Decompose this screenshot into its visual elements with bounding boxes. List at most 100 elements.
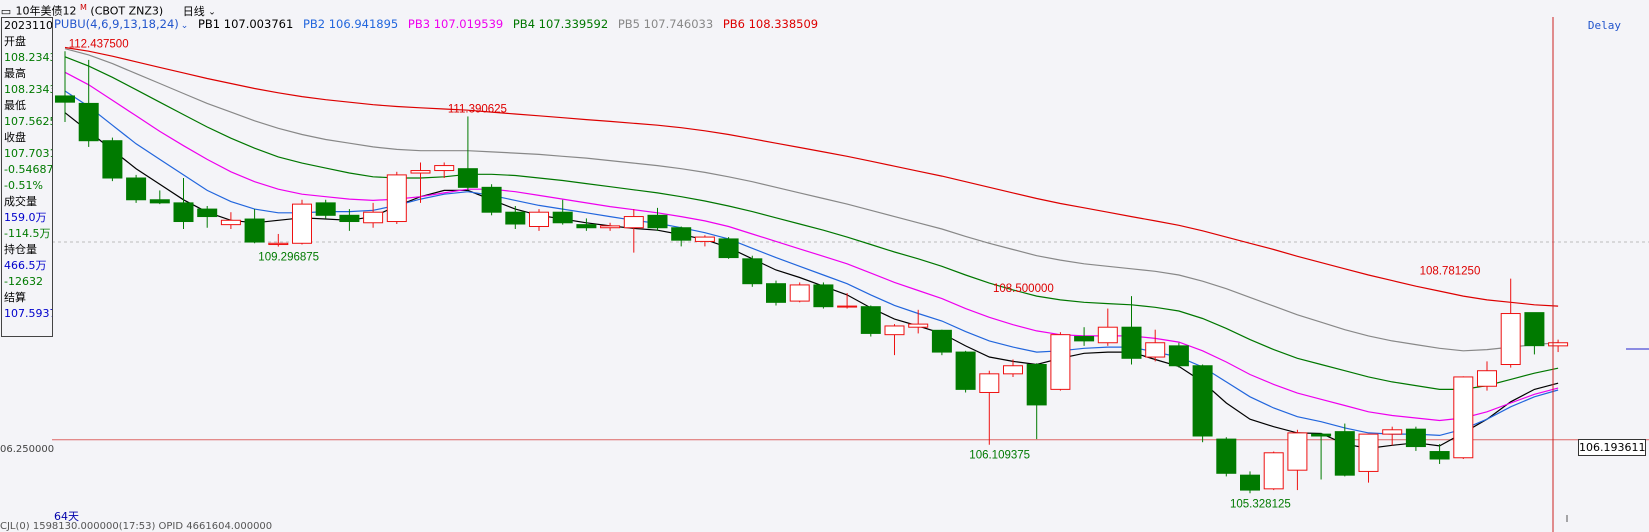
candle-body bbox=[434, 165, 455, 172]
candle-body bbox=[292, 203, 312, 244]
candle-body bbox=[884, 325, 905, 336]
candle-body bbox=[1216, 438, 1237, 474]
quote-info-panel: 20231106 开盘 108.2343 最高 108.2343 最低 107.… bbox=[1, 17, 53, 337]
candle-body bbox=[742, 258, 763, 285]
candle bbox=[1311, 432, 1332, 480]
candles bbox=[55, 51, 1569, 494]
candle-body bbox=[813, 284, 834, 308]
candle bbox=[742, 255, 763, 287]
candle bbox=[339, 209, 360, 231]
candle-body bbox=[1429, 451, 1450, 460]
candle-body bbox=[1382, 429, 1403, 435]
info-close: 107.7031 bbox=[4, 147, 53, 160]
candle-body bbox=[1263, 452, 1284, 490]
candle bbox=[552, 199, 573, 225]
candle bbox=[1429, 444, 1450, 464]
series-line-pb5 bbox=[64, 48, 1559, 352]
candle-body bbox=[718, 238, 739, 259]
candle bbox=[860, 305, 881, 337]
candle-body bbox=[1334, 431, 1355, 476]
market-flag-icon: M bbox=[80, 3, 87, 12]
candle-body bbox=[1524, 312, 1545, 347]
candle bbox=[1145, 329, 1166, 362]
series-line-pb4 bbox=[64, 56, 1559, 390]
candle-body bbox=[576, 224, 597, 229]
candle-body bbox=[1358, 433, 1379, 472]
chevron-down-icon[interactable]: ⌄ bbox=[180, 21, 189, 31]
candle bbox=[244, 209, 265, 244]
candle bbox=[386, 171, 407, 225]
chevron-down-icon[interactable]: ⌄ bbox=[208, 7, 216, 18]
candle bbox=[1548, 339, 1569, 353]
candle-body bbox=[1287, 432, 1308, 471]
candle-body bbox=[102, 140, 123, 179]
candle-body bbox=[694, 236, 715, 242]
candle bbox=[1524, 312, 1545, 355]
legend-pb3: PB3 107.019539 bbox=[407, 17, 504, 31]
indicator-legend: PUBU(4,6,9,13,18,24) ⌄ PB1 107.003761 PB2… bbox=[54, 17, 824, 34]
candle bbox=[955, 350, 976, 393]
candle-body bbox=[505, 211, 526, 225]
series-line-pb1 bbox=[64, 112, 1559, 450]
info-change-pct: -0.51% bbox=[4, 179, 43, 192]
candle-body bbox=[552, 211, 573, 224]
candle-body bbox=[173, 202, 194, 223]
price-annotation: 112.437500 bbox=[69, 38, 129, 50]
candle bbox=[1334, 423, 1355, 477]
contract-title: 10年美债12 bbox=[15, 4, 77, 18]
candle-body bbox=[979, 373, 1000, 393]
candle-body bbox=[1026, 364, 1047, 406]
candle bbox=[623, 209, 644, 253]
candle bbox=[1405, 426, 1426, 451]
candle bbox=[126, 174, 147, 203]
candle bbox=[1026, 363, 1047, 440]
candle bbox=[979, 370, 1000, 445]
indicator-name[interactable]: PUBU(4,6,9,13,18,24) bbox=[54, 17, 179, 31]
candle bbox=[600, 222, 621, 231]
candle-body bbox=[1074, 336, 1095, 342]
candle-body bbox=[457, 168, 478, 188]
candle bbox=[410, 162, 431, 203]
candle bbox=[434, 162, 455, 179]
candle-body bbox=[1405, 428, 1426, 448]
candle bbox=[1500, 278, 1521, 368]
candle-body bbox=[529, 211, 549, 227]
info-volume: 159.0万 bbox=[4, 211, 47, 224]
candle bbox=[102, 137, 123, 182]
candle bbox=[1216, 437, 1237, 477]
series-line-pb2 bbox=[64, 90, 1559, 437]
info-low-label: 最低 bbox=[4, 99, 26, 112]
candle-body bbox=[1311, 433, 1332, 437]
menu-icon[interactable]: ▭ bbox=[0, 4, 12, 18]
candle-body bbox=[908, 323, 929, 328]
period-selector[interactable]: 日线 bbox=[182, 4, 205, 18]
candle bbox=[647, 207, 668, 231]
legend-pb5: PB5 107.746033 bbox=[617, 17, 714, 31]
candle-body bbox=[339, 214, 360, 223]
candle-body bbox=[410, 170, 431, 174]
candle bbox=[1168, 342, 1189, 368]
candle bbox=[718, 237, 739, 259]
candle-body bbox=[955, 351, 976, 390]
price-annotation: 108.781250 bbox=[1420, 266, 1481, 278]
candle bbox=[1287, 429, 1308, 491]
candle-body bbox=[315, 202, 336, 216]
candle-body bbox=[766, 283, 786, 303]
legend-pb1: PB1 107.003761 bbox=[197, 17, 294, 31]
candle-body bbox=[386, 174, 407, 223]
candle bbox=[457, 116, 478, 191]
candle bbox=[694, 235, 715, 247]
info-date: 20231106 bbox=[4, 19, 53, 32]
candle-body bbox=[268, 242, 289, 246]
candle bbox=[149, 190, 170, 205]
candle-body bbox=[1050, 334, 1071, 390]
candle bbox=[529, 209, 549, 231]
candle-body bbox=[1500, 313, 1521, 366]
candle-body bbox=[789, 284, 810, 302]
candle-body bbox=[481, 186, 502, 213]
candle-body bbox=[647, 214, 668, 229]
volume-pane-header: CJL(0) 1598130.000000(17:53) OPID 466160… bbox=[0, 522, 273, 532]
info-low: 107.5625 bbox=[4, 115, 53, 128]
current-price-label: 106.193611 bbox=[1578, 439, 1646, 456]
